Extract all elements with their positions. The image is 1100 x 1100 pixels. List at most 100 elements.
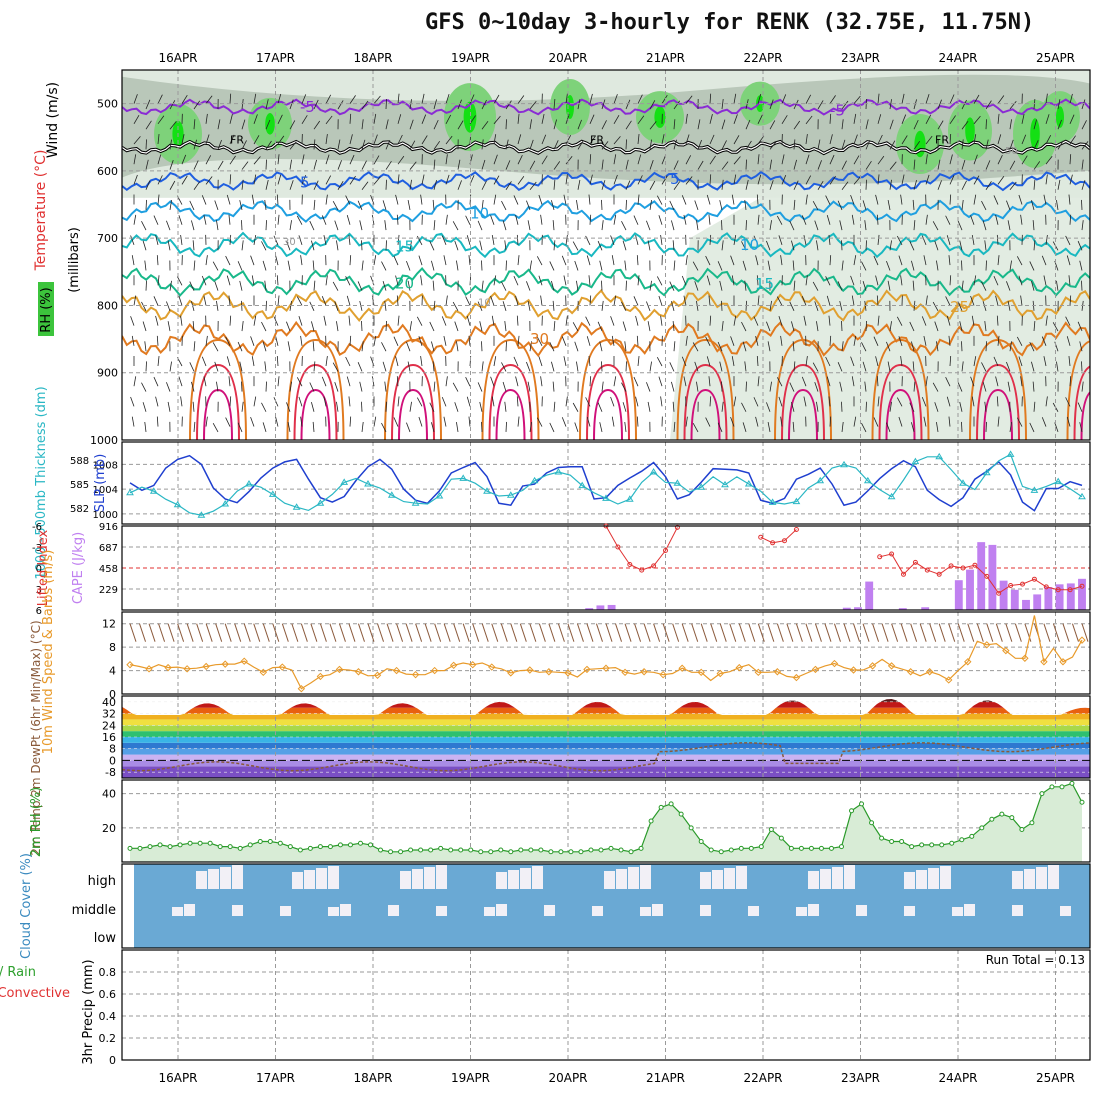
wind10-barb [795,623,803,642]
wind-barb [1081,120,1087,130]
wind-barb [201,275,207,286]
wind-barb [851,376,855,387]
temp-tick: 16 [102,731,116,744]
wind-barb [1045,156,1053,165]
rh-marker [588,847,594,853]
wind-barb [970,376,975,387]
thickness-marker [364,480,372,487]
wind-barb [984,240,987,251]
cloud-high-bar [904,872,915,889]
wind-barb [970,295,975,306]
rh-marker [909,844,915,850]
rh-marker [307,845,313,851]
wind-barb [225,255,231,266]
wind-barb [457,180,462,190]
wind-barb [1081,99,1086,110]
li-tick: 0 [36,564,42,575]
wind-barb [241,161,249,170]
wind-barb [865,240,867,251]
cape-bar [607,604,616,610]
wind-barb [896,235,903,246]
li-ylabel: Lifted Index [36,529,51,606]
wind-barb [541,113,545,124]
wind-barb [766,240,771,251]
rh-marker [347,842,353,848]
cloud-high-bar [220,867,231,889]
wind-barb [778,235,783,246]
wind-barb [1056,280,1059,291]
wind-barb [721,99,724,110]
wind-barb [178,376,183,387]
wind-barb [536,256,543,266]
wind-barb [169,199,172,210]
wind-barb [397,396,400,407]
wind-barb [361,119,364,130]
rh-marker [458,847,464,853]
wind-barb [611,335,615,346]
wind-barb [981,281,987,291]
wind-barb [1057,99,1061,110]
wind-barb [217,160,224,170]
wind-barb [481,159,486,170]
wind10-barb [443,623,451,642]
isotherm-line [122,267,1090,297]
wind-barb [433,220,436,231]
wind-barb [133,114,140,125]
wind-barb [841,139,846,150]
wind-barb [191,381,195,392]
thickness-tick: 585 [70,480,89,491]
wind-barb [669,200,675,211]
temp-tick: 32 [102,708,116,721]
wind-barb [346,215,351,225]
wind-barb [309,220,315,231]
cloud-high-bar [304,870,315,889]
wind-barb [708,295,711,306]
wind-barb [361,181,369,190]
wind-barb [337,139,341,150]
cloud-mid-bar [952,907,963,916]
rh-marker [317,844,323,850]
rh-marker [1019,827,1025,833]
wind-barb [637,154,642,165]
wind10-marker [183,665,191,673]
wind-barb [817,139,821,150]
wind10-barb [405,623,413,642]
wind-barb [613,136,621,145]
wind-barb [589,174,593,185]
wind-barb [717,261,723,271]
rh-marker [468,847,474,853]
wind-barb [229,396,232,407]
wind-barb [961,199,964,210]
wind-barb [850,356,855,367]
wind-barb [997,155,1003,165]
rh-marker [989,816,995,822]
wind10-marker [488,663,496,671]
wind10-marker [1040,658,1048,666]
wind-barb [877,93,880,104]
wind-barb [167,321,171,332]
cape-bar [921,607,930,610]
wind-barb [491,315,495,326]
wind-barb [789,382,795,392]
wind-barb [900,356,903,367]
wind-barb [886,260,891,271]
cape-bar [1055,584,1064,610]
wind-barb [565,93,568,104]
wind-barb [517,255,520,266]
wind-barb [250,417,255,427]
wind-barb [433,119,439,130]
wind-barb [973,175,980,185]
wind-barb [465,377,471,387]
wind-barb [984,321,987,332]
wind-barb [973,356,977,367]
isotherm-surface-loop [690,388,721,440]
wind-barb [265,119,271,130]
wind-barb [709,396,712,407]
wind-barb [334,381,339,392]
wind-barb [597,321,603,332]
wind-barb [239,361,243,372]
wind-barb [1009,260,1012,271]
isotherm-label: 10 [740,236,759,254]
cape-bar [865,581,874,610]
